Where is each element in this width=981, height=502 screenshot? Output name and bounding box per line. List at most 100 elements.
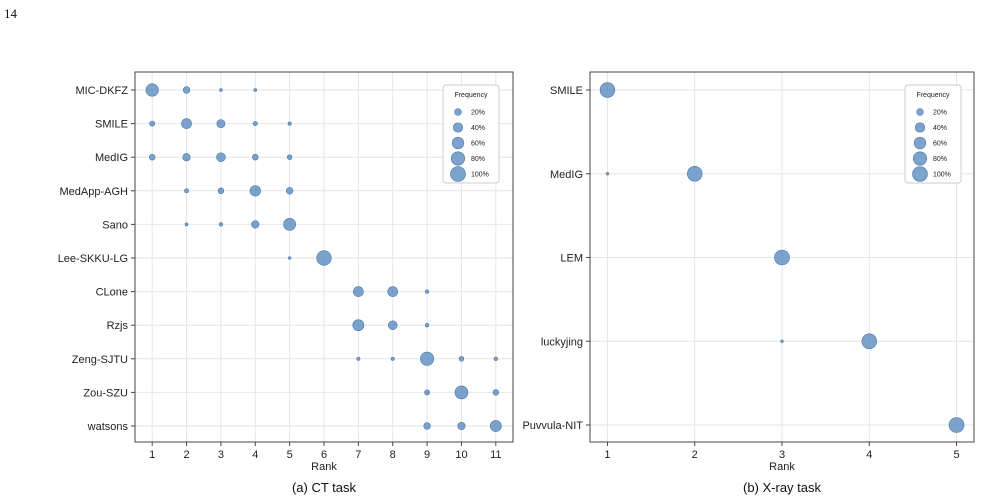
legend: Frequency 20% 40% 60% 80% 100% xyxy=(904,84,962,184)
data-point xyxy=(182,86,191,94)
data-point xyxy=(252,154,259,161)
y-tick-label: MedApp-AGH xyxy=(60,186,129,198)
data-point xyxy=(184,222,189,227)
data-point xyxy=(424,389,430,396)
legend-marker xyxy=(912,166,928,182)
data-point xyxy=(316,250,332,266)
y-tick-label: Lee-SKKU-LG xyxy=(58,253,128,265)
data-point xyxy=(387,286,399,297)
y-tick-label: SMILE xyxy=(95,119,128,131)
data-point xyxy=(356,356,361,361)
legend-label: 60% xyxy=(933,141,947,148)
data-point xyxy=(861,333,877,349)
data-point xyxy=(285,187,294,195)
panel-xray: 1 2 3 4 5 Rank SMILE MedIG LEM luckyjing Puvvula-N… xyxy=(522,71,975,473)
data-point xyxy=(605,172,610,176)
legend-box xyxy=(442,84,500,184)
legend-marker xyxy=(451,136,465,150)
data-point xyxy=(457,421,466,431)
legend-label: 20% xyxy=(471,110,485,117)
legend-marker xyxy=(912,151,928,166)
data-point xyxy=(687,166,703,182)
x-tick-label: 1 xyxy=(604,449,610,461)
y-tick-label: Zou-SZU xyxy=(83,387,128,399)
data-point xyxy=(218,222,224,227)
page-number: 14 xyxy=(4,6,17,21)
x-tick-label: 8 xyxy=(390,449,396,461)
legend-marker xyxy=(914,122,926,133)
legend-box xyxy=(904,84,962,184)
y-tick-label: MedIG xyxy=(95,152,128,164)
legend-label: 20% xyxy=(933,110,947,117)
data-point xyxy=(288,256,292,260)
data-point xyxy=(251,220,260,229)
data-point xyxy=(145,83,159,97)
legend-label: 80% xyxy=(471,156,485,163)
x-tick-label: 1 xyxy=(149,449,155,461)
y-tick-label: LEM xyxy=(560,253,583,265)
data-point xyxy=(353,286,364,297)
legend-marker xyxy=(916,108,924,116)
data-point xyxy=(420,351,435,366)
x-tick-label: 11 xyxy=(490,449,501,461)
data-point xyxy=(181,118,192,129)
x-tick-label: 5 xyxy=(287,449,293,461)
x-tick-label: 2 xyxy=(692,449,698,461)
x-tick-label: 9 xyxy=(424,449,430,461)
data-point xyxy=(252,121,258,127)
data-point xyxy=(424,323,430,328)
legend-label: 100% xyxy=(933,172,951,179)
data-point xyxy=(149,120,156,127)
panel-ct: 1 2 3 4 5 6 7 8 9 10 11 Rank MIC-DKFZ SMILE MedIG MedAp… xyxy=(58,71,514,473)
data-point xyxy=(287,121,292,126)
data-point xyxy=(219,88,223,92)
data-point xyxy=(390,356,395,361)
data-point xyxy=(780,339,784,343)
data-point xyxy=(253,88,258,92)
data-point xyxy=(454,385,469,400)
data-point xyxy=(184,188,189,194)
data-point xyxy=(148,154,156,161)
y-tick-label: CLone xyxy=(96,287,128,299)
data-point xyxy=(283,218,296,231)
data-point xyxy=(182,153,191,162)
data-point xyxy=(489,420,502,432)
data-point xyxy=(599,82,616,98)
x-axis-label: Rank xyxy=(311,461,337,473)
y-tick-label: Sano xyxy=(102,219,128,231)
data-point xyxy=(286,154,293,160)
data-point xyxy=(217,187,225,195)
y-tick-label: SMILE xyxy=(550,85,583,97)
data-point xyxy=(249,185,261,197)
legend: Frequency 20% 40% 60% 80% 100% xyxy=(442,84,500,184)
legend-title: Frequency xyxy=(916,92,950,99)
x-axis-label: Rank xyxy=(769,461,795,473)
caption-xray-task: (b) X-ray task xyxy=(742,480,821,495)
x-tick-label: 10 xyxy=(455,449,467,461)
x-tick-label: 4 xyxy=(866,449,872,461)
legend-label: 40% xyxy=(933,125,947,132)
legend-label: 40% xyxy=(471,125,485,132)
data-point xyxy=(424,289,430,294)
x-tick-label: 4 xyxy=(252,449,258,461)
legend-label: 60% xyxy=(471,141,485,148)
caption-ct-task: (a) CT task xyxy=(291,480,357,495)
y-tick-label: MIC-DKFZ xyxy=(75,85,128,97)
legend-marker xyxy=(450,151,466,166)
legend-title: Frequency xyxy=(454,92,488,99)
x-tick-label: 7 xyxy=(355,449,361,461)
legend-marker xyxy=(452,122,464,133)
x-tick-label: 2 xyxy=(183,449,189,461)
data-point xyxy=(493,356,498,361)
data-point xyxy=(216,119,226,129)
y-tick-label: luckyjing xyxy=(541,336,583,348)
data-point xyxy=(352,319,365,332)
y-tick-label: Zeng-SJTU xyxy=(72,354,128,366)
x-tick-label: 3 xyxy=(218,449,224,461)
x-tick-label: 5 xyxy=(953,449,959,461)
x-tick-label: 6 xyxy=(321,449,327,461)
legend-marker xyxy=(450,166,466,182)
y-tick-label: MedIG xyxy=(550,169,583,181)
x-tick-label: 3 xyxy=(779,449,785,461)
